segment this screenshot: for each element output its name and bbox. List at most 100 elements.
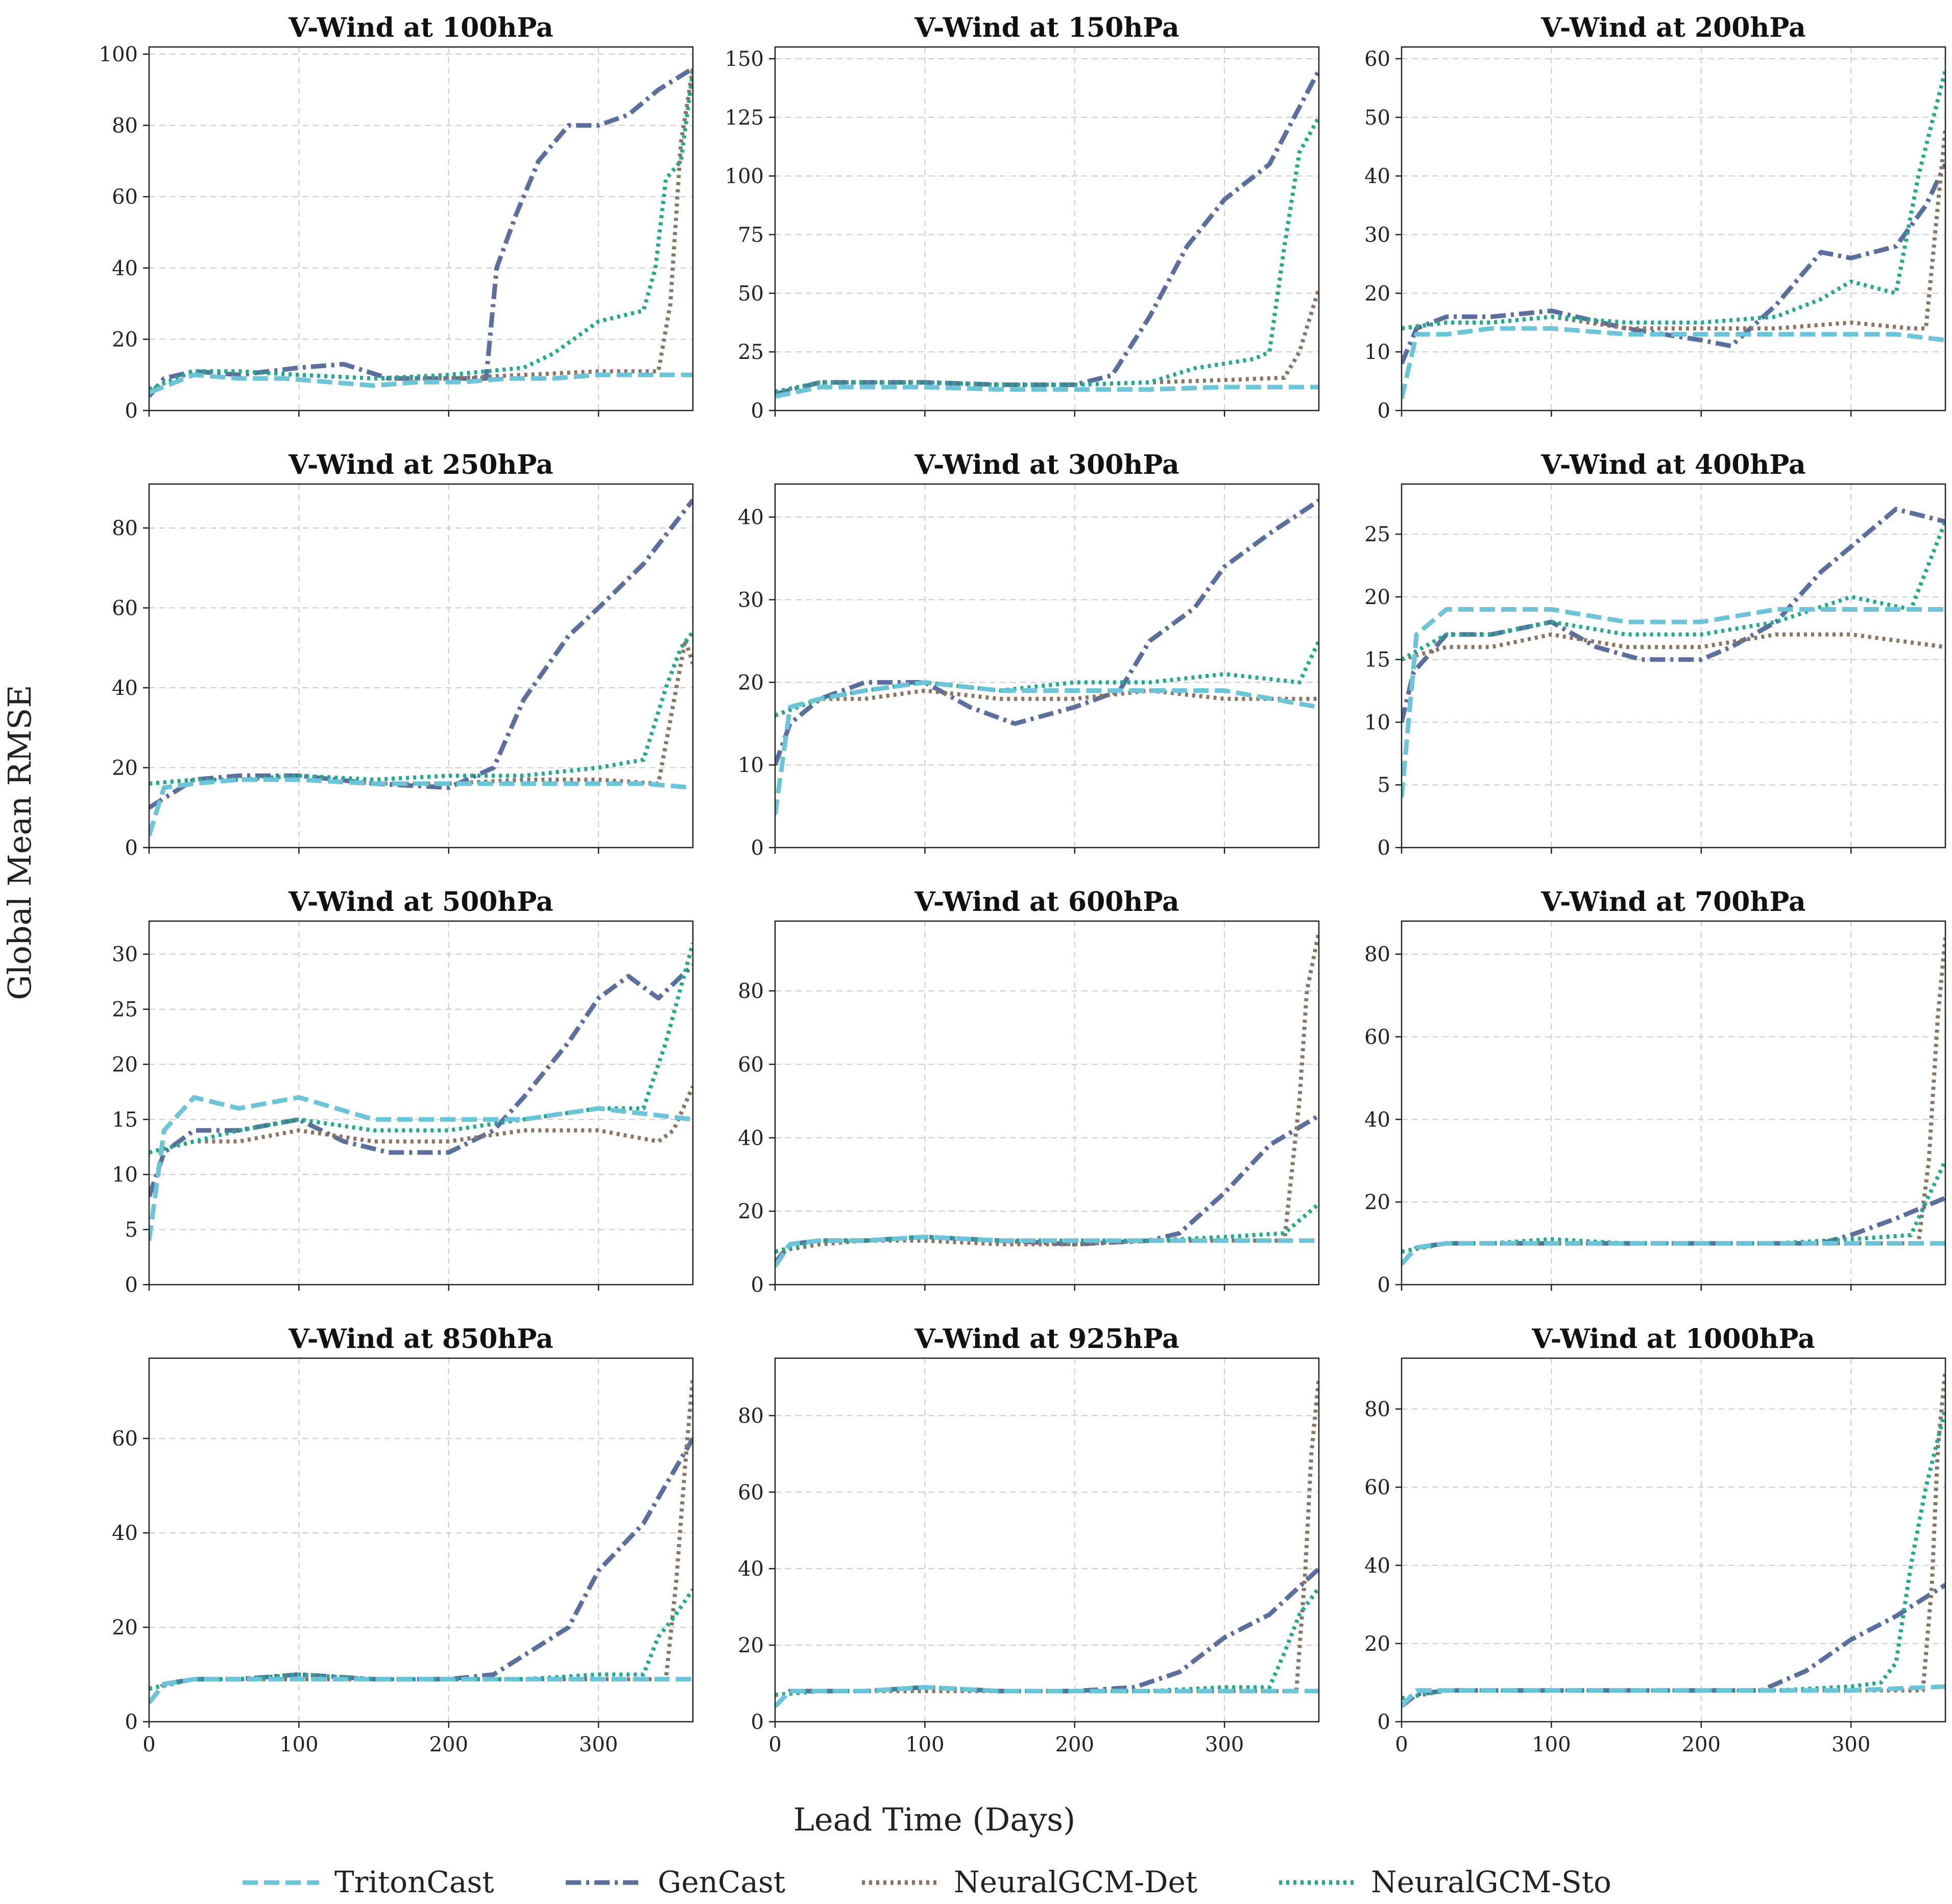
series-line-neuralgcm-sto xyxy=(1402,521,1945,662)
subplot-title: V-Wind at 500hPa xyxy=(288,886,553,918)
y-tick-label: 25 xyxy=(1364,523,1390,546)
subplot-11: 0 20 40 60 80 0 100 200 300 V-Wind at 925hPa xyxy=(738,1323,1320,1756)
series-line-gencast xyxy=(149,963,693,1197)
y-tick-label: 20 xyxy=(1364,1632,1390,1656)
legend-label: NeuralGCM-Sto xyxy=(1371,1865,1611,1899)
legend-item-neuralgcm-det: NeuralGCM-Det xyxy=(862,1865,1197,1899)
series-line-tritoncast xyxy=(775,1235,1319,1268)
y-tick-label: 0 xyxy=(1378,1273,1390,1297)
series-line-neuralgcm-det xyxy=(1402,937,1945,1254)
y-tick-label: 0 xyxy=(1378,836,1390,860)
axes-frame xyxy=(774,483,1320,849)
x-tick-label: 100 xyxy=(279,1733,318,1756)
y-tick-label: 0 xyxy=(125,399,138,423)
y-tick-label: 20 xyxy=(738,1200,764,1223)
figure-xlabel: Lead Time (Days) xyxy=(793,1801,1076,1838)
x-tick-label: 0 xyxy=(768,1733,781,1756)
subplot-3: 0 10 20 30 40 50 60 V-Wind at 200hPa xyxy=(1364,12,1946,423)
x-tick-label: 0 xyxy=(1395,1733,1408,1756)
y-tick-label: 60 xyxy=(1364,47,1390,71)
x-tick-label: 300 xyxy=(1831,1733,1870,1756)
subplot-9: 0 20 40 60 80 V-Wind at 700hPa xyxy=(1364,886,1946,1297)
subplot-title: V-Wind at 700hPa xyxy=(1540,886,1805,918)
y-tick-label: 60 xyxy=(1364,1026,1390,1049)
subplot-8: 0 20 40 60 80 V-Wind at 600hPa xyxy=(738,886,1320,1297)
y-tick-label: 80 xyxy=(738,980,764,1003)
legend-label: TritonCast xyxy=(334,1865,494,1899)
y-tick-label: 40 xyxy=(738,1557,764,1581)
y-tick-label: 40 xyxy=(738,1126,764,1150)
y-tick-label: 75 xyxy=(738,223,764,247)
series-line-neuralgcm-det xyxy=(149,638,693,786)
y-tick-label: 50 xyxy=(1364,106,1390,130)
series-line-neuralgcm-det xyxy=(1402,1369,1945,1701)
axes-frame xyxy=(1401,1357,1946,1723)
axes-frame xyxy=(1401,920,1946,1286)
y-tick-label: 30 xyxy=(738,589,764,612)
series-line-gencast xyxy=(149,1437,693,1704)
series-line-gencast xyxy=(1402,1195,1945,1266)
axes-frame xyxy=(1401,483,1946,849)
series-line-gencast xyxy=(775,498,1319,766)
x-tick-label: 200 xyxy=(1682,1733,1721,1756)
axes-frame xyxy=(148,483,694,849)
y-tick-label: 125 xyxy=(725,106,764,130)
series-group xyxy=(775,1377,1319,1708)
series-line-neuralgcm-sto xyxy=(1402,1160,1945,1254)
y-tick-label: 20 xyxy=(738,671,764,694)
y-tick-label: 40 xyxy=(112,1522,138,1545)
subplot-title: V-Wind at 200hPa xyxy=(1540,12,1805,43)
y-tick-label: 25 xyxy=(738,341,764,364)
x-tick-label: 200 xyxy=(1055,1733,1094,1756)
series-line-neuralgcm-det xyxy=(149,1085,693,1154)
series-line-tritoncast xyxy=(775,680,1319,815)
series-line-gencast xyxy=(149,66,693,398)
series-group xyxy=(149,1377,693,1704)
series-line-neuralgcm-sto xyxy=(149,71,693,391)
y-tick-label: 60 xyxy=(112,597,138,620)
x-tick-label: 200 xyxy=(429,1733,468,1756)
y-tick-label: 20 xyxy=(112,1616,138,1640)
y-tick-label: 60 xyxy=(738,1481,764,1504)
y-tick-label: 150 xyxy=(725,47,764,71)
y-tick-label: 80 xyxy=(112,517,138,540)
x-tick-label: 300 xyxy=(1205,1733,1244,1756)
series-group xyxy=(775,931,1319,1268)
y-tick-label: 15 xyxy=(112,1108,138,1131)
x-tick-label: 100 xyxy=(905,1733,944,1756)
series-line-neuralgcm-det xyxy=(1402,129,1945,331)
subplot-title: V-Wind at 925hPa xyxy=(914,1323,1179,1355)
series-line-neuralgcm-sto xyxy=(775,1202,1319,1254)
subplot-6: 0 5 10 15 20 25 V-Wind at 400hPa xyxy=(1364,449,1946,860)
subplot-title: V-Wind at 300hPa xyxy=(914,449,1179,480)
y-tick-label: 60 xyxy=(112,1427,138,1451)
x-tick-label: 100 xyxy=(1532,1733,1571,1756)
y-tick-label: 10 xyxy=(112,1163,138,1187)
subplot-title: V-Wind at 600hPa xyxy=(914,886,1179,918)
series-line-gencast xyxy=(775,1114,1319,1264)
y-tick-label: 60 xyxy=(112,185,138,209)
y-tick-label: 20 xyxy=(738,1634,764,1657)
subplot-title: V-Wind at 100hPa xyxy=(288,12,553,43)
series-group xyxy=(775,498,1319,815)
y-tick-label: 40 xyxy=(1364,1554,1390,1578)
series-line-neuralgcm-sto xyxy=(775,1586,1319,1697)
legend-item-tritoncast: TritonCast xyxy=(243,1865,494,1899)
series-line-neuralgcm-det xyxy=(775,1377,1319,1697)
y-tick-label: 30 xyxy=(1364,223,1390,247)
axes-frame xyxy=(148,1357,694,1723)
y-tick-label: 15 xyxy=(1364,648,1390,672)
series-line-tritoncast xyxy=(1402,326,1945,400)
y-tick-label: 0 xyxy=(125,836,138,860)
series-line-tritoncast xyxy=(149,1677,693,1704)
series-line-neuralgcm-sto xyxy=(775,116,1319,394)
series-line-gencast xyxy=(1402,163,1945,365)
series-line-neuralgcm-sto xyxy=(1402,1408,1945,1701)
series-line-tritoncast xyxy=(775,1685,1319,1708)
subplot-title: V-Wind at 250hPa xyxy=(288,449,553,480)
axes-frame xyxy=(774,920,1320,1286)
series-line-tritoncast xyxy=(1402,607,1945,798)
series-line-gencast xyxy=(1402,507,1945,723)
y-tick-label: 80 xyxy=(1364,943,1390,967)
